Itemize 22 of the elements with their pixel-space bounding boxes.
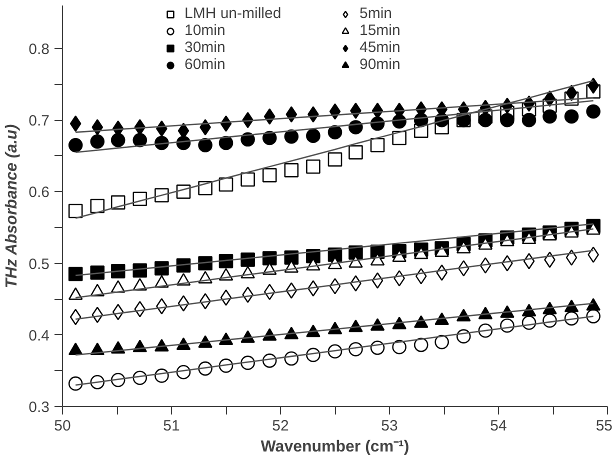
y-tick-label: 0.4 [28, 327, 50, 344]
y-tick-label: 0.6 [28, 184, 50, 202]
legend-label: 30min [184, 39, 226, 56]
legend-label: 15min [360, 22, 402, 39]
x-tick-label: 55 [596, 418, 613, 434]
y-tick-label: 0.3 [28, 399, 50, 416]
x-tick-label: 52 [272, 418, 289, 434]
legend-label: 45min [360, 39, 402, 56]
x-tick-label: 54 [490, 418, 507, 434]
x-tick-label: 50 [54, 418, 71, 434]
y-tick-label: 0.7 [28, 112, 50, 130]
legend-label: 5min [360, 5, 394, 22]
legend-label: LMH un-milled [184, 5, 282, 22]
x-tick-label: 51 [163, 418, 180, 434]
legend-label: 60min [184, 56, 226, 73]
x-tick-label: 53 [381, 418, 398, 434]
x-axis-title: Wavenumber (cm⁻¹) [260, 438, 410, 456]
legend-label: 90min [360, 56, 402, 73]
y-tick-label: 0.8 [28, 40, 50, 58]
legend-label: 10min [184, 22, 226, 39]
y-tick-label: 0.5 [28, 256, 50, 273]
y-axis-title: THz Absorbance (a.u) [4, 124, 21, 288]
